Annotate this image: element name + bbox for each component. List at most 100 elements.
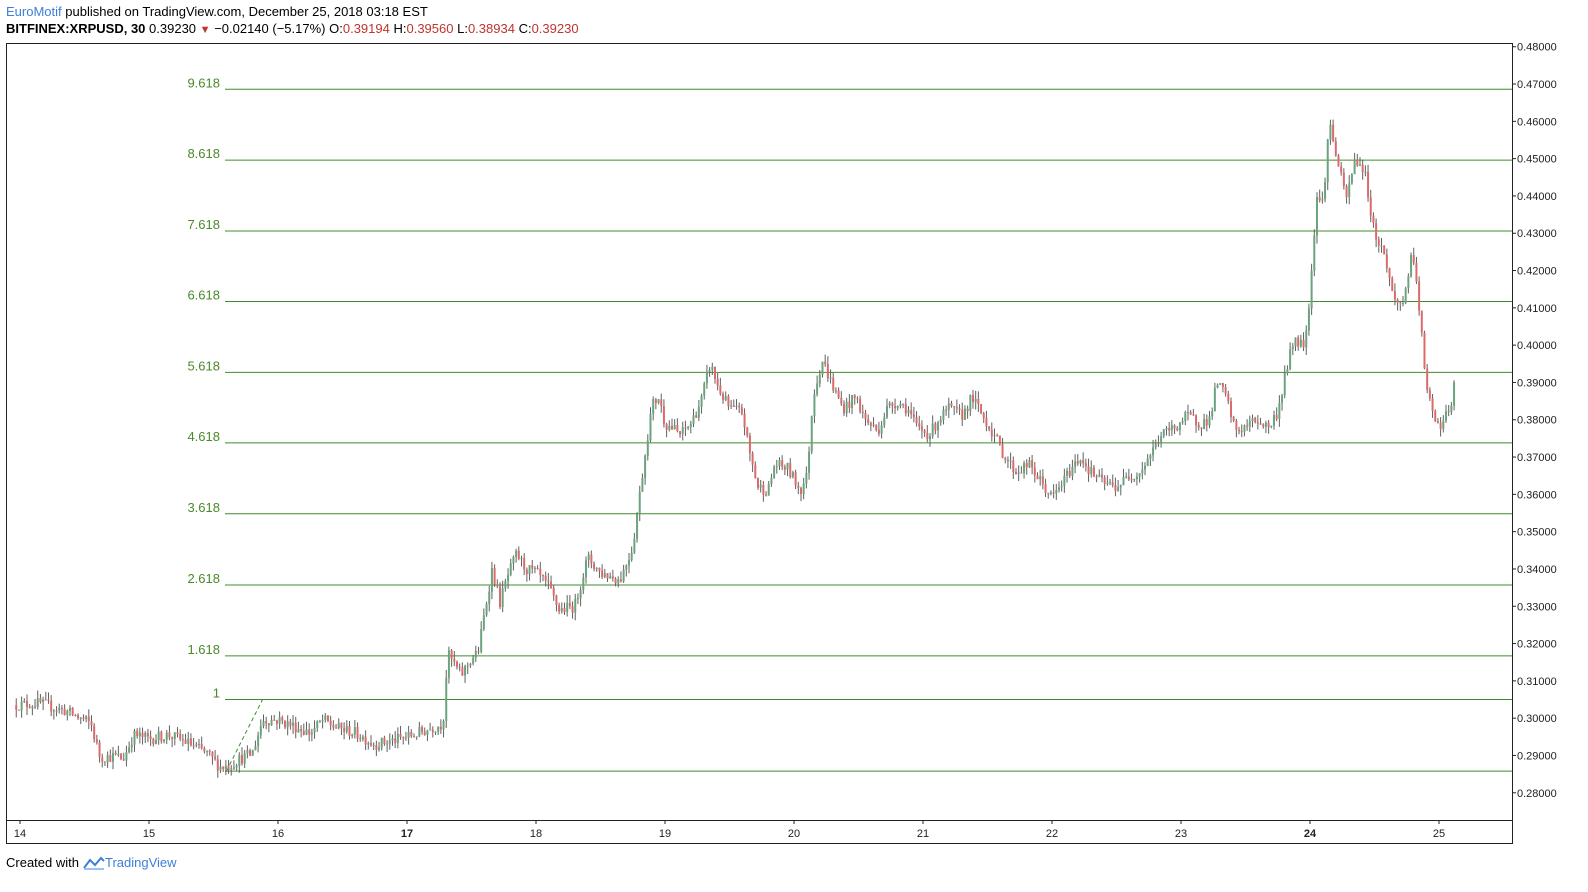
candle-up xyxy=(1066,470,1069,476)
candle-down xyxy=(950,403,953,407)
candle-down xyxy=(894,405,897,409)
candle-down xyxy=(945,409,948,411)
candle-down xyxy=(988,426,991,430)
tradingview-brand[interactable]: TradingView xyxy=(83,855,177,870)
price-tick-label: 0.44000 xyxy=(1517,191,1557,203)
price-tick-label: 0.38000 xyxy=(1517,415,1557,427)
candle-up xyxy=(1017,472,1020,474)
price-axis[interactable]: 0.48000 0.47000 0.46000 0.45000 0.44000 0.430… xyxy=(1512,42,1557,800)
candle-down xyxy=(1052,492,1055,494)
candle-down xyxy=(751,453,754,465)
candle-down xyxy=(660,399,663,407)
candle-up xyxy=(1133,479,1136,481)
candle-down xyxy=(1431,398,1434,411)
price-tick-label: 0.45000 xyxy=(1517,154,1557,166)
candle-down xyxy=(926,432,929,440)
candle-up xyxy=(1444,411,1447,421)
candle-down xyxy=(168,732,171,738)
candle-down xyxy=(453,658,456,662)
candle-down xyxy=(294,722,297,733)
candle-up xyxy=(286,721,289,728)
candle-up xyxy=(759,484,762,488)
candle-up xyxy=(52,710,55,712)
candle-up xyxy=(1203,419,1206,429)
candle-down xyxy=(181,739,184,741)
candle-down xyxy=(891,403,894,406)
author-link[interactable]: EuroMotif xyxy=(6,4,62,19)
candle-down xyxy=(1345,186,1348,198)
candle-up xyxy=(1162,429,1165,437)
candle-down xyxy=(1087,466,1090,475)
candle-up xyxy=(582,577,585,590)
candle-up xyxy=(396,733,399,744)
candle-down xyxy=(283,720,286,728)
candle-down xyxy=(114,753,117,755)
candle-down xyxy=(103,761,106,763)
candle-up xyxy=(1146,458,1149,466)
candle-down xyxy=(1224,387,1227,394)
candle-down xyxy=(34,706,37,708)
candle-up xyxy=(730,405,733,407)
candle-up xyxy=(313,728,316,733)
candle-up xyxy=(324,715,327,721)
candle-down xyxy=(101,757,104,762)
candle-up xyxy=(821,361,824,375)
candle-down xyxy=(1205,419,1208,426)
candle-up xyxy=(353,727,356,735)
candle-down xyxy=(762,484,765,495)
candle-up xyxy=(1286,369,1289,374)
candle-up xyxy=(872,424,875,426)
candle-down xyxy=(93,725,96,740)
candle-up xyxy=(418,727,421,737)
candle-down xyxy=(1200,427,1203,429)
time-tick-label: 15 xyxy=(143,828,155,840)
candle-down xyxy=(273,719,276,721)
time-axis[interactable] xyxy=(6,820,1513,844)
candle-down xyxy=(1423,332,1426,369)
candle-up xyxy=(206,750,209,752)
candle-down xyxy=(934,423,937,431)
candle-down xyxy=(722,394,725,401)
candle-up xyxy=(128,747,131,753)
candle-up xyxy=(1305,330,1308,348)
candle-up xyxy=(1401,303,1404,305)
price-tick-label: 0.33000 xyxy=(1517,601,1557,613)
low-label: L: xyxy=(457,21,468,36)
candle-down xyxy=(1229,401,1232,418)
candle-up xyxy=(705,371,708,384)
candle-down xyxy=(611,576,614,579)
candle-down xyxy=(1396,299,1399,303)
candle-up xyxy=(845,401,848,414)
candle-up xyxy=(251,750,254,756)
candle-up xyxy=(318,721,321,723)
candle-up xyxy=(888,403,891,406)
footer: Created with TradingView xyxy=(6,855,177,870)
candle-up xyxy=(1160,436,1163,444)
candle-down xyxy=(383,737,386,744)
candle-up xyxy=(415,736,418,738)
candle-down xyxy=(375,745,378,750)
candle-up xyxy=(337,722,340,729)
candle-down xyxy=(1342,172,1345,187)
candle-down xyxy=(1103,477,1106,484)
candle-up xyxy=(708,369,711,372)
candle-down xyxy=(1195,415,1198,425)
candle-down xyxy=(754,464,757,479)
candle-down xyxy=(552,587,555,596)
candle-up xyxy=(928,436,931,440)
candle-down xyxy=(1168,428,1171,431)
candle-up xyxy=(1071,466,1074,476)
candle-down xyxy=(208,750,211,752)
candle-down xyxy=(1189,412,1192,415)
publish-info: EuroMotif published on TradingView.com, … xyxy=(6,4,428,19)
candle-up xyxy=(165,732,168,740)
candle-down xyxy=(1111,482,1114,486)
candle-up xyxy=(254,746,257,751)
candle-down xyxy=(918,423,921,427)
candle-up xyxy=(1364,171,1367,173)
fib-anchor-line[interactable] xyxy=(225,699,263,772)
candle-up xyxy=(939,419,942,423)
candle-down xyxy=(1095,476,1098,478)
candle-down xyxy=(461,667,464,676)
